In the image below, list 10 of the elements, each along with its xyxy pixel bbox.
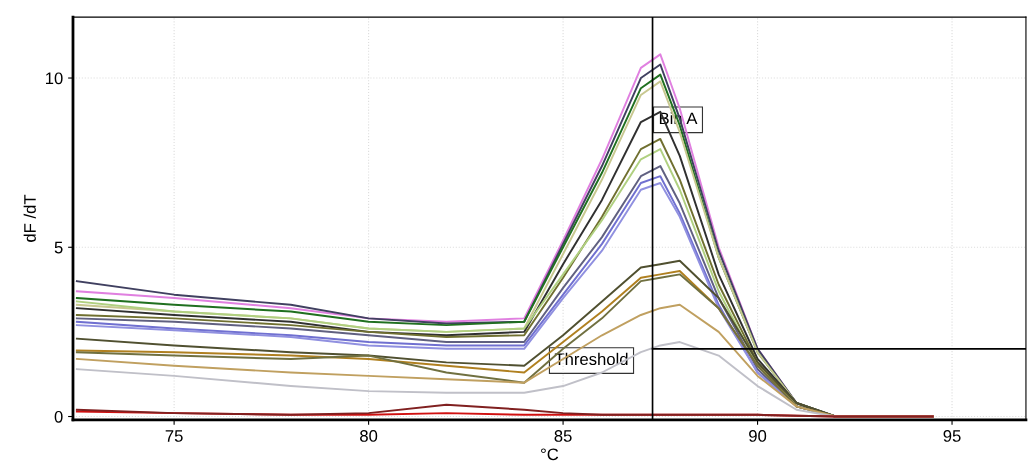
x-tick-label: 95 bbox=[943, 430, 961, 442]
y-tick-label: 5 bbox=[54, 241, 63, 254]
x-tick-label: 80 bbox=[360, 430, 378, 442]
y-tick-label: 0 bbox=[54, 410, 63, 423]
y-tick-label: 10 bbox=[46, 72, 63, 85]
x-tick-label: 90 bbox=[749, 430, 767, 442]
x-axis-title: °C bbox=[541, 448, 559, 461]
x-tick-label: 75 bbox=[165, 430, 183, 442]
y-axis-title: dF /dT bbox=[23, 194, 36, 242]
x-tick-label: 85 bbox=[554, 430, 572, 442]
